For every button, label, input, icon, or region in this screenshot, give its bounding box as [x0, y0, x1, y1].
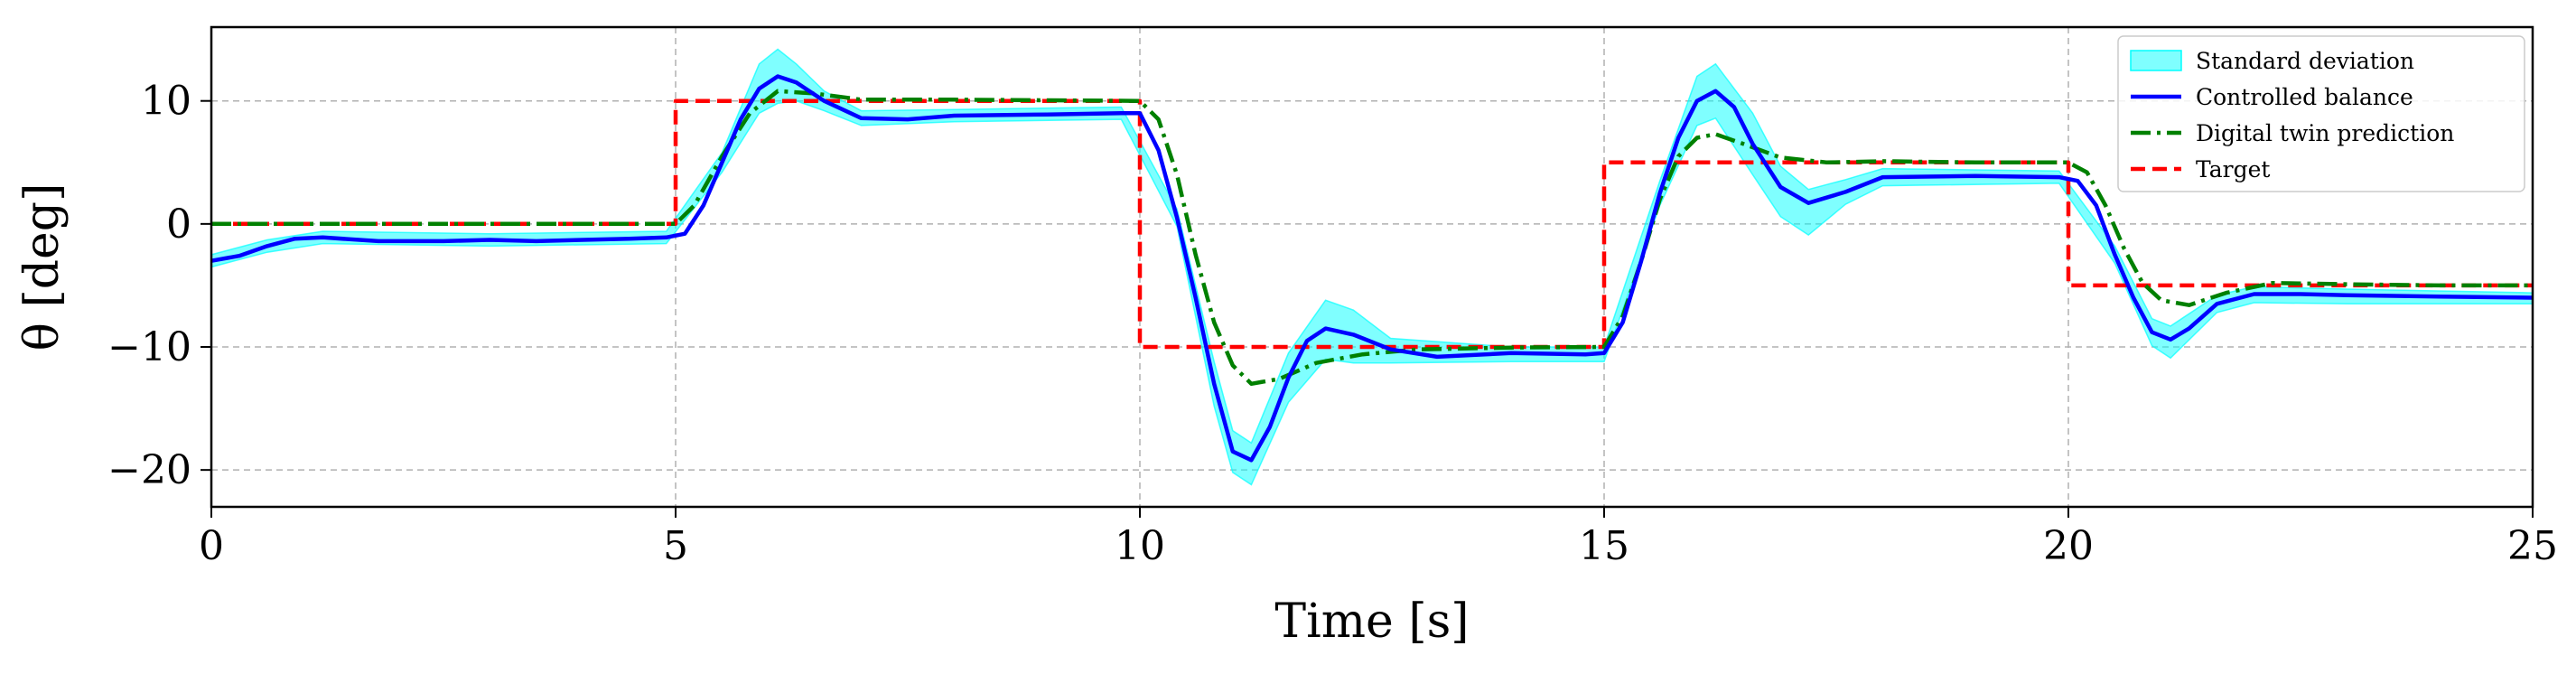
legend-label-balance: Controlled balance [2196, 84, 2413, 110]
y-tick-label-2: 0 [166, 201, 191, 248]
legend-label-target: Target [2196, 156, 2270, 183]
legend-label-twin: Digital twin prediction [2196, 120, 2454, 146]
x-axis-label: Time [s] [1274, 594, 1469, 649]
y-tick-label-0: −20 [107, 447, 191, 493]
x-tick-label-5: 25 [2507, 523, 2558, 569]
series-line-target [211, 98, 2533, 350]
legend: Standard deviation Controlled balance Digi… [2117, 35, 2525, 192]
x-tick-label-4: 20 [2043, 523, 2094, 569]
series-line-balance [210, 74, 2534, 463]
y-axis-label: θ [deg] [15, 183, 70, 351]
x-tick-label-1: 5 [663, 523, 688, 569]
legend-box [2117, 35, 2525, 192]
plot-frame [210, 25, 2534, 509]
x-tick-label-0: 0 [199, 523, 224, 569]
x-tick-label-3: 15 [1579, 523, 1629, 569]
y-tick-label-1: −10 [107, 324, 191, 370]
series-line-twin [211, 89, 2533, 387]
y-tick-label-3: 10 [141, 79, 191, 125]
legend-label-std: Standard deviation [2196, 48, 2414, 74]
legend-swatch-std [2130, 50, 2182, 71]
tick-layer: 0 5 10 15 20 25 −20 −10 0 10 [107, 79, 2558, 569]
series-layer [210, 74, 2534, 463]
x-tick-label-2: 10 [1115, 523, 1165, 569]
